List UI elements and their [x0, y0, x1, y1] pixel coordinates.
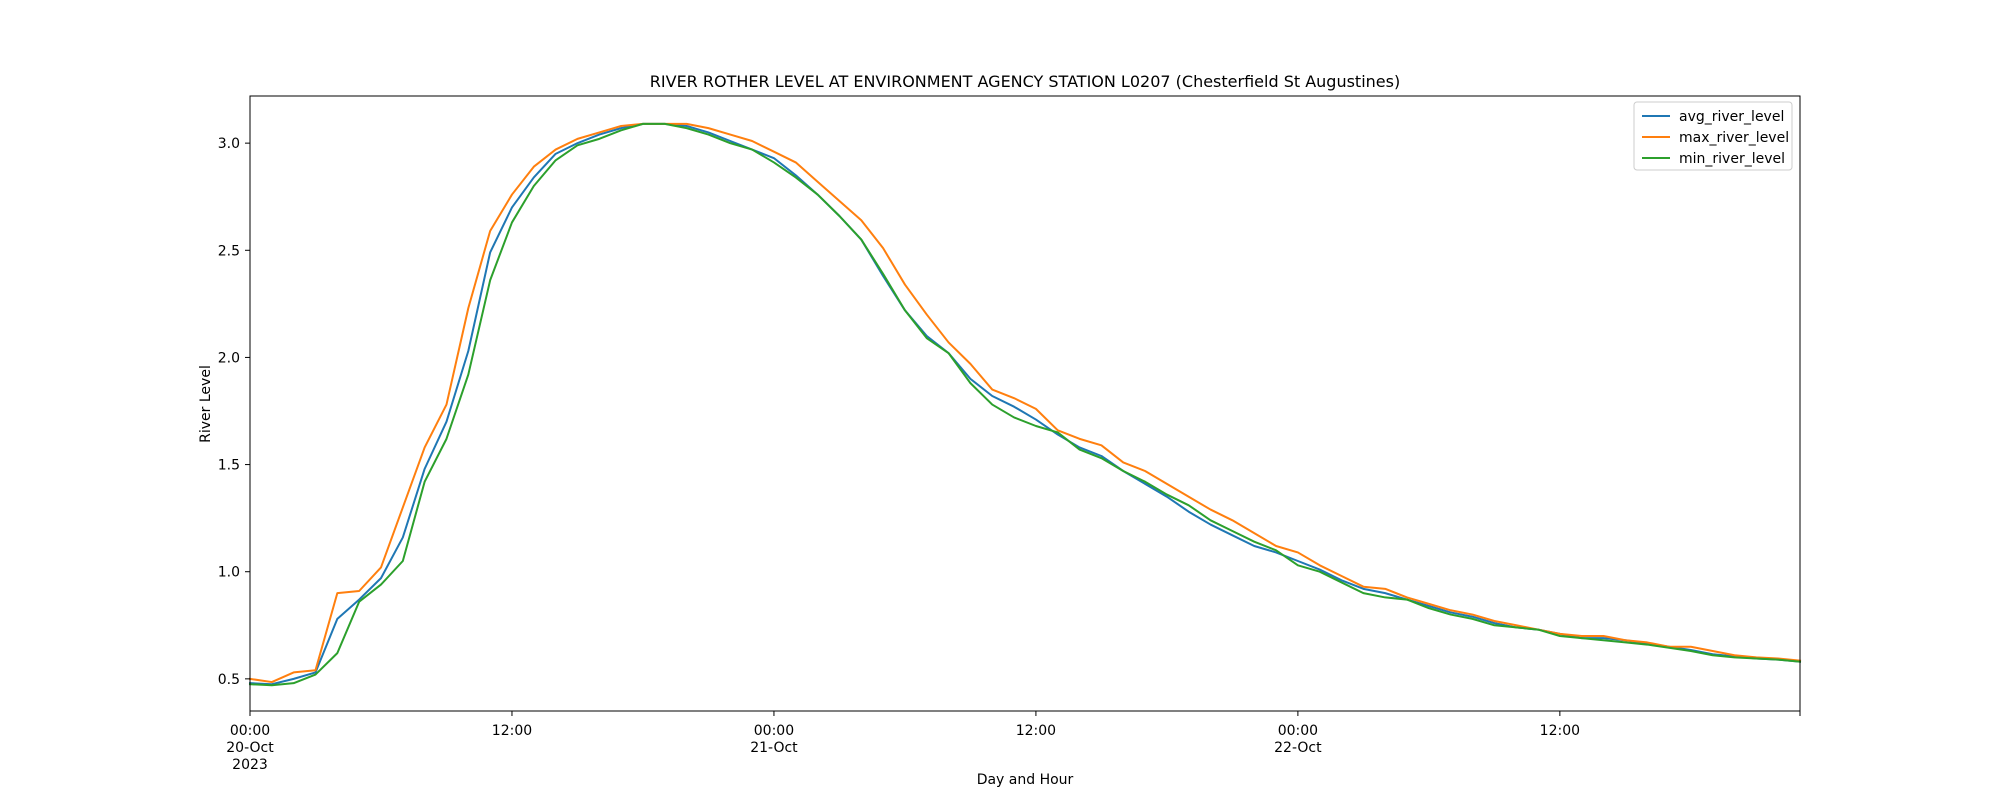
x-tick-label: 21-Oct	[750, 740, 798, 756]
legend: avg_river_level max_river_level min_river_…	[1633, 101, 1793, 171]
y-tick-label: 3.0	[218, 136, 240, 152]
plot-area	[248, 95, 1802, 712]
y-tick-label: 0.5	[218, 672, 240, 688]
x-axis-label: Day and Hour	[977, 772, 1074, 788]
x-tick-label: 00:00	[1278, 723, 1318, 739]
x-tick-label: 12:00	[1016, 723, 1056, 739]
y-axis-label: River Level	[198, 365, 214, 443]
y-tick-label: 2.0	[218, 350, 240, 366]
x-tick-label: 2023	[232, 757, 268, 773]
x-tick-label: 00:00	[754, 723, 794, 739]
legend-label: min_river_level	[1679, 151, 1785, 167]
y-tick-label: 1.0	[218, 565, 240, 581]
x-tick-label: 20-Oct	[226, 740, 274, 756]
chart-title: RIVER ROTHER LEVEL AT ENVIRONMENT AGENCY…	[650, 72, 1400, 91]
legend-box	[1633, 101, 1793, 171]
plot-frame	[249, 95, 1801, 712]
y-tick-label: 1.5	[218, 458, 240, 474]
series-layer	[248, 122, 1802, 687]
x-tick-label: 00:00	[230, 723, 270, 739]
x-tick-label: 12:00	[492, 723, 532, 739]
y-tick-label: 2.5	[218, 243, 240, 259]
legend-label: avg_river_level	[1679, 109, 1784, 125]
x-tick-label: 22-Oct	[1274, 740, 1322, 756]
series-line-min-river-level	[248, 122, 1802, 687]
legend-label: max_river_level	[1679, 130, 1789, 146]
x-tick-label: 12:00	[1540, 723, 1580, 739]
y-axis: 0.5 1.0 1.5 2.0 2.5 3.0	[218, 136, 250, 688]
